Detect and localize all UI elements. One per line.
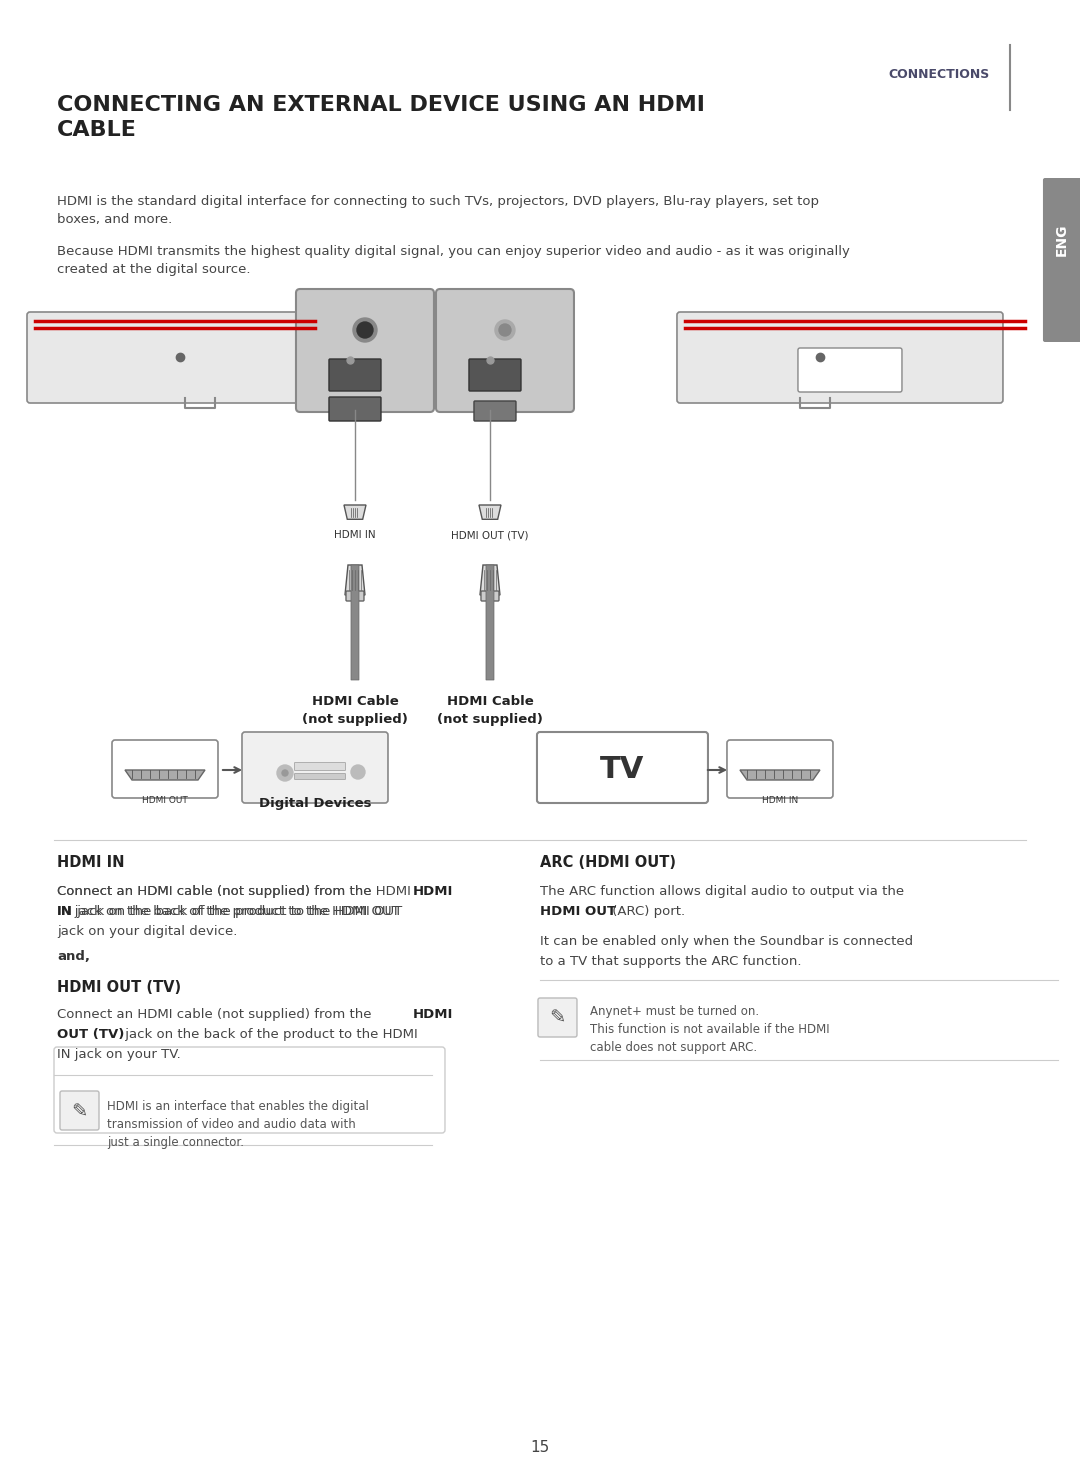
FancyBboxPatch shape: [296, 288, 434, 413]
FancyBboxPatch shape: [295, 774, 346, 779]
Text: ARC (HDMI OUT): ARC (HDMI OUT): [540, 855, 676, 870]
Text: 15: 15: [530, 1441, 550, 1455]
Text: HDMI: HDMI: [413, 884, 454, 898]
Circle shape: [282, 771, 288, 776]
Text: OUT (TV): OUT (TV): [57, 1028, 124, 1041]
Text: Because HDMI transmits the highest quality digital signal, you can enjoy superio: Because HDMI transmits the highest quali…: [57, 246, 850, 277]
FancyBboxPatch shape: [469, 359, 521, 390]
Circle shape: [499, 324, 511, 336]
Text: and,: and,: [57, 950, 90, 963]
Text: ✎: ✎: [71, 1102, 87, 1121]
FancyBboxPatch shape: [677, 312, 1003, 402]
Text: Digital Devices: Digital Devices: [259, 797, 372, 810]
Text: IN: IN: [57, 905, 73, 918]
FancyBboxPatch shape: [242, 732, 388, 803]
FancyBboxPatch shape: [329, 396, 381, 422]
Polygon shape: [345, 565, 365, 595]
FancyBboxPatch shape: [295, 763, 346, 771]
Text: HDMI OUT (TV): HDMI OUT (TV): [57, 981, 181, 995]
Text: HDMI Cable
(not supplied): HDMI Cable (not supplied): [437, 695, 543, 726]
FancyBboxPatch shape: [346, 592, 364, 600]
FancyBboxPatch shape: [727, 740, 833, 799]
Text: HDMI OUT: HDMI OUT: [540, 905, 616, 918]
Circle shape: [276, 765, 293, 781]
Polygon shape: [125, 771, 205, 779]
Polygon shape: [740, 771, 820, 779]
FancyBboxPatch shape: [1043, 177, 1080, 342]
Text: Connect an HDMI cable (not supplied) from the HDMI: Connect an HDMI cable (not supplied) fro…: [57, 884, 410, 898]
FancyBboxPatch shape: [112, 740, 218, 799]
FancyBboxPatch shape: [537, 732, 708, 803]
FancyBboxPatch shape: [351, 565, 359, 680]
Text: ✎: ✎: [549, 1009, 565, 1028]
FancyBboxPatch shape: [481, 592, 499, 600]
Text: (ARC) port.: (ARC) port.: [608, 905, 685, 918]
Polygon shape: [478, 504, 501, 519]
Circle shape: [495, 319, 515, 340]
FancyBboxPatch shape: [486, 565, 494, 680]
Text: This function is not available if the HDMI
cable does not support ARC.: This function is not available if the HD…: [590, 1023, 829, 1055]
Circle shape: [357, 322, 373, 339]
FancyBboxPatch shape: [329, 359, 381, 390]
FancyBboxPatch shape: [474, 401, 516, 422]
Text: Anynet+ must be turned on.: Anynet+ must be turned on.: [590, 1006, 759, 1018]
Text: HDMI OUT (TV): HDMI OUT (TV): [451, 529, 529, 540]
Text: jack on your digital device.: jack on your digital device.: [57, 924, 238, 938]
FancyBboxPatch shape: [27, 312, 323, 402]
FancyBboxPatch shape: [60, 1092, 99, 1130]
Text: The ARC function allows digital audio to output via the: The ARC function allows digital audio to…: [540, 884, 904, 898]
Text: HDMI is an interface that enables the digital
transmission of video and audio da: HDMI is an interface that enables the di…: [107, 1100, 369, 1149]
Polygon shape: [345, 504, 366, 519]
Text: HDMI IN: HDMI IN: [334, 529, 376, 540]
Circle shape: [351, 765, 365, 779]
Circle shape: [353, 318, 377, 342]
Text: CONNECTIONS: CONNECTIONS: [889, 68, 990, 81]
FancyBboxPatch shape: [436, 288, 573, 413]
Text: HDMI IN: HDMI IN: [761, 796, 798, 805]
Text: IN jack on the back of the product to the HDMI OUT: IN jack on the back of the product to th…: [57, 905, 400, 918]
Text: to a TV that supports the ARC function.: to a TV that supports the ARC function.: [540, 955, 801, 967]
FancyBboxPatch shape: [54, 1047, 445, 1133]
Polygon shape: [480, 565, 500, 595]
Text: TV: TV: [599, 756, 644, 784]
FancyBboxPatch shape: [538, 998, 577, 1037]
Text: IN jack on your TV.: IN jack on your TV.: [57, 1049, 180, 1060]
Text: HDMI is the standard digital interface for connecting to such TVs, projectors, D: HDMI is the standard digital interface f…: [57, 195, 819, 226]
Text: Connect an HDMI cable (not supplied) from the: Connect an HDMI cable (not supplied) fro…: [57, 1009, 376, 1021]
Text: Connect an HDMI cable (not supplied) from the: Connect an HDMI cable (not supplied) fro…: [57, 884, 376, 898]
Text: jack on the back of the product to the HDMI OUT: jack on the back of the product to the H…: [73, 905, 402, 918]
Text: HDMI Cable
(not supplied): HDMI Cable (not supplied): [302, 695, 408, 726]
FancyBboxPatch shape: [798, 348, 902, 392]
Text: HDMI OUT: HDMI OUT: [143, 796, 188, 805]
Text: HDMI: HDMI: [413, 1009, 454, 1021]
Text: CONNECTING AN EXTERNAL DEVICE USING AN HDMI
CABLE: CONNECTING AN EXTERNAL DEVICE USING AN H…: [57, 95, 705, 141]
Text: It can be enabled only when the Soundbar is connected: It can be enabled only when the Soundbar…: [540, 935, 913, 948]
Text: HDMI IN: HDMI IN: [57, 855, 124, 870]
Text: jack on the back of the product to the HDMI: jack on the back of the product to the H…: [121, 1028, 418, 1041]
Text: ENG: ENG: [1055, 223, 1069, 256]
